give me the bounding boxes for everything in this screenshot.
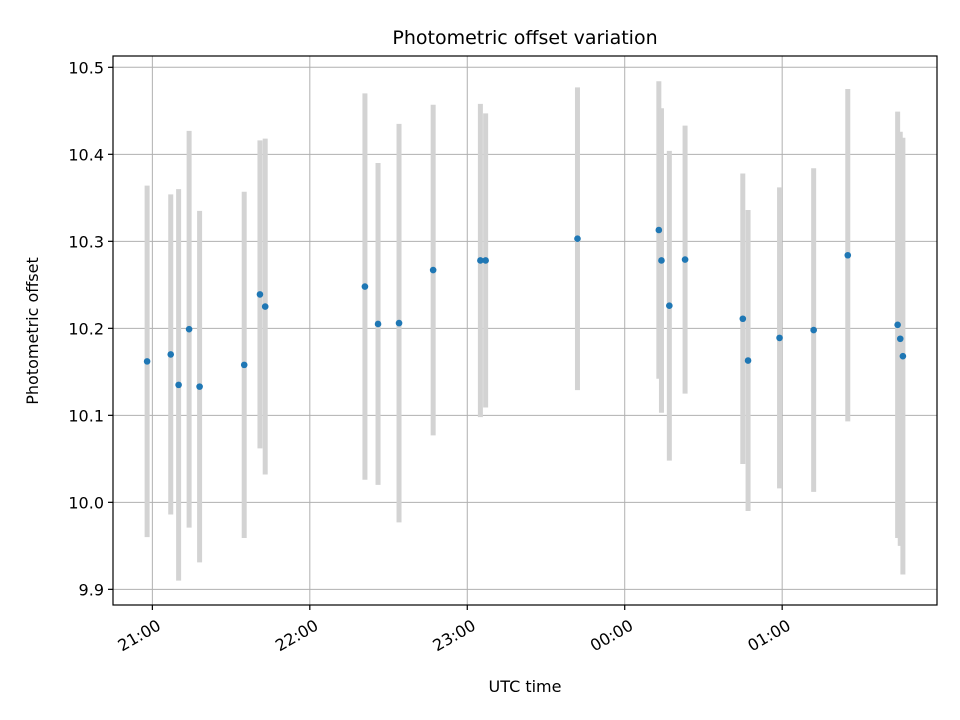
- data-point: [658, 257, 665, 264]
- data-point: [482, 257, 489, 264]
- data-point: [655, 226, 663, 234]
- plot-frame: [112, 55, 938, 606]
- data-points: [143, 226, 907, 390]
- grid: [113, 56, 937, 605]
- data-point: [896, 335, 904, 343]
- data-point: [374, 320, 382, 328]
- data-point: [143, 358, 151, 365]
- y-tick-label: 10.5: [68, 58, 104, 77]
- data-point: [175, 381, 182, 389]
- data-point: [167, 351, 175, 358]
- data-point: [899, 352, 907, 360]
- data-point: [776, 334, 783, 342]
- data-point: [810, 326, 817, 334]
- y-tick-label: 10.2: [68, 319, 104, 338]
- chart-title: Photometric offset variation: [392, 27, 657, 49]
- y-tick-label: 10.3: [68, 232, 104, 251]
- data-point: [739, 315, 747, 323]
- data-point: [477, 257, 484, 264]
- data-point: [395, 319, 403, 327]
- data-point: [185, 325, 193, 333]
- y-tick-label: 10.1: [68, 406, 104, 425]
- data-point: [666, 302, 673, 310]
- data-point: [240, 361, 248, 369]
- y-tick-label: 9.9: [79, 580, 104, 599]
- y-axis: 9.9 10.0 10.1 10.2 10.3 10.4 10.5: [68, 58, 113, 599]
- data-point: [256, 291, 264, 298]
- data-point: [196, 383, 203, 390]
- data-point: [681, 256, 689, 263]
- data-point: [429, 266, 437, 274]
- data-point: [361, 283, 369, 290]
- data-point: [744, 357, 752, 364]
- x-axis-label: UTC time: [489, 677, 562, 696]
- y-axis-label: Photometric offset: [23, 257, 42, 405]
- y-tick-label: 10.0: [68, 493, 104, 512]
- data-point: [844, 251, 852, 259]
- data-point: [261, 303, 269, 310]
- data-point: [894, 321, 901, 329]
- y-tick-label: 10.4: [68, 145, 104, 164]
- data-point: [574, 235, 581, 243]
